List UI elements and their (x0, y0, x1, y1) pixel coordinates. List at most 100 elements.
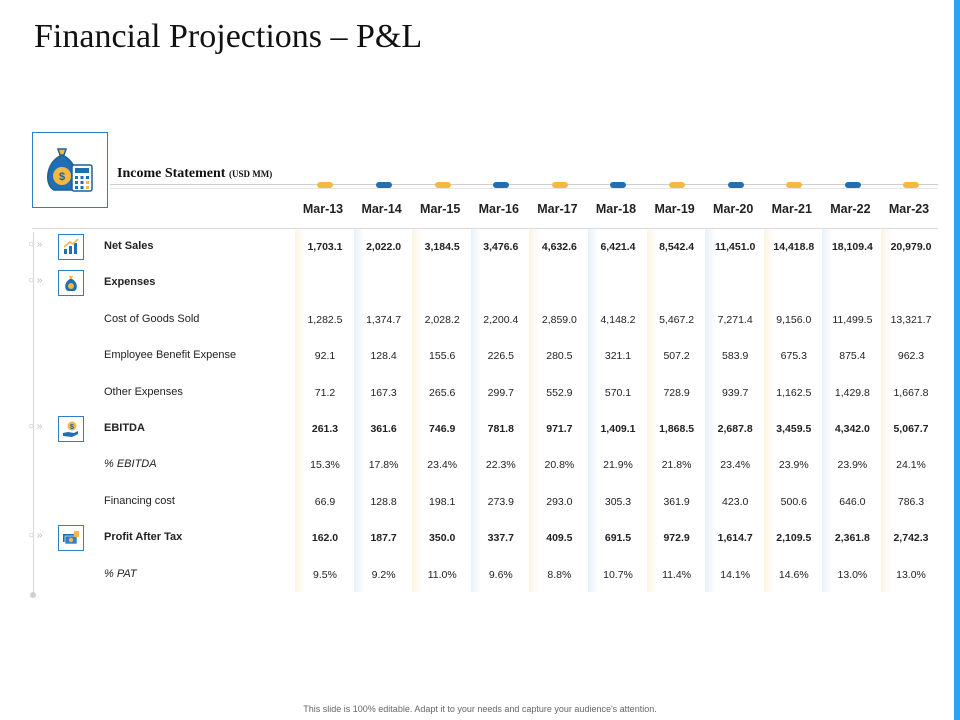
row-marker-chevrons: ○ » (28, 275, 43, 287)
column-marker-pill (434, 182, 451, 188)
column-marker-pill (668, 182, 685, 188)
column-header-divider (32, 228, 938, 229)
table-cell: 962.3 (897, 350, 925, 363)
table-cell: 350.0 (429, 532, 456, 545)
table-cell: 4,148.2 (600, 313, 636, 326)
table-cell: 728.9 (663, 386, 690, 399)
table-cell: 24.1% (896, 459, 926, 472)
table-cell: 2,361.8 (834, 532, 870, 545)
column-header: Mar-22 (830, 202, 871, 216)
column-marker-pill (903, 182, 920, 188)
table-cell: 9.5% (313, 568, 337, 581)
table-cell: 7,271.4 (717, 313, 753, 326)
dollar-hand-icon: $ (58, 416, 84, 442)
row-label: Financing cost (104, 494, 175, 507)
row-label: % PAT (104, 567, 137, 580)
table-cell: 92.1 (314, 350, 336, 363)
table-cell: 507.2 (663, 350, 690, 363)
table-cell: 3,184.5 (424, 241, 460, 253)
table-cell: 23.9% (837, 459, 868, 472)
table-cell: 2,109.5 (776, 532, 812, 545)
row-marker-chevrons: ○ » (28, 421, 43, 432)
column-header: Mar-17 (537, 202, 578, 216)
table-cell: 3,476.6 (483, 241, 519, 253)
table-cell: 273.9 (487, 495, 514, 508)
column-header: Mar-21 (771, 202, 812, 216)
table-cell: 1,374.7 (366, 313, 402, 326)
column-marker-pill (493, 182, 510, 188)
table-cell: 9.6% (488, 568, 513, 581)
income-statement-label: Income Statement (USD MM) (117, 166, 272, 182)
column-band (763, 228, 821, 592)
table-cell: 11.0% (427, 568, 457, 581)
header-divider (110, 184, 938, 185)
right-accent-bar (954, 0, 960, 720)
column-band (353, 228, 411, 592)
table-cell: 2,687.8 (717, 423, 753, 435)
table-cell: 2,200.4 (483, 313, 519, 326)
row-label: Profit After Tax (104, 531, 183, 544)
table-cell: 361.6 (370, 423, 397, 435)
table-cell: 8,542.4 (659, 241, 695, 253)
table-cell: 409.5 (546, 532, 573, 545)
table-cell: 675.3 (780, 350, 807, 363)
table-cell: 2,028.2 (424, 313, 460, 326)
page-title: Financial Projections – P&L (34, 18, 423, 55)
table-cell: 1,614.7 (717, 532, 753, 545)
column-marker-pill (610, 182, 627, 188)
column-band (295, 228, 352, 592)
table-cell: 13.0% (837, 568, 868, 581)
table-cell: 11,451.0 (715, 241, 756, 253)
table-cell: 280.5 (546, 350, 573, 363)
timeline-end-dot (30, 592, 36, 598)
table-cell: 23.4% (720, 459, 751, 472)
table-cell: 23.9% (778, 459, 809, 472)
table-cell: 265.6 (429, 386, 456, 399)
column-marker-pill (551, 182, 568, 188)
table-cell: 971.7 (546, 423, 573, 435)
row-label: % EBITDA (104, 458, 157, 471)
table-cell: 786.3 (897, 495, 925, 508)
column-band (470, 228, 528, 592)
column-band (529, 228, 586, 592)
table-cell: 66.9 (314, 495, 336, 508)
table-cell: 583.9 (722, 350, 749, 363)
row-label: Net Sales (104, 240, 154, 252)
column-header: Mar-15 (420, 202, 461, 216)
table-cell: 9,156.0 (776, 313, 812, 326)
table-cell: 23.4% (427, 459, 458, 472)
table-cell: 162.0 (311, 532, 339, 545)
column-marker-pill (844, 182, 861, 188)
money-bag-icon (58, 270, 84, 297)
table-cell: 13,321.7 (890, 313, 932, 326)
table-cell: 1,667.8 (893, 386, 929, 399)
table-cell: 570.1 (604, 386, 632, 399)
column-marker-pill (727, 182, 744, 188)
table-cell: 11,499.5 (832, 313, 873, 326)
column-band (646, 228, 704, 592)
table-cell: 17.8% (368, 459, 399, 472)
table-cell: 691.5 (604, 532, 632, 545)
row-label: Expenses (104, 276, 156, 289)
table-cell: 305.3 (604, 495, 632, 508)
cash-stack-icon (58, 525, 84, 552)
table-cell: 21.8% (661, 459, 692, 472)
table-cell: 1,703.1 (307, 241, 343, 253)
column-header: Mar-19 (654, 202, 695, 216)
table-cell: 20,979.0 (890, 241, 932, 253)
table-cell: 5,067.7 (893, 423, 929, 435)
table-cell: 13.0% (896, 568, 926, 581)
table-cell: 2,859.0 (541, 313, 577, 326)
column-header: Mar-20 (713, 202, 754, 216)
column-band (705, 228, 762, 592)
table-cell: 1,868.5 (659, 423, 695, 435)
header-divider-secondary (110, 188, 938, 189)
table-cell: 6,421.4 (600, 241, 636, 253)
table-cell: 198.1 (429, 495, 456, 508)
row-label: Employee Benefit Expense (104, 349, 237, 362)
column-marker-pill (786, 182, 803, 188)
table-cell: 155.6 (429, 350, 456, 363)
row-marker-chevrons: ○ » (28, 530, 43, 542)
row-marker-chevrons: ○ » (28, 239, 43, 250)
table-cell: 20.8% (544, 459, 575, 472)
